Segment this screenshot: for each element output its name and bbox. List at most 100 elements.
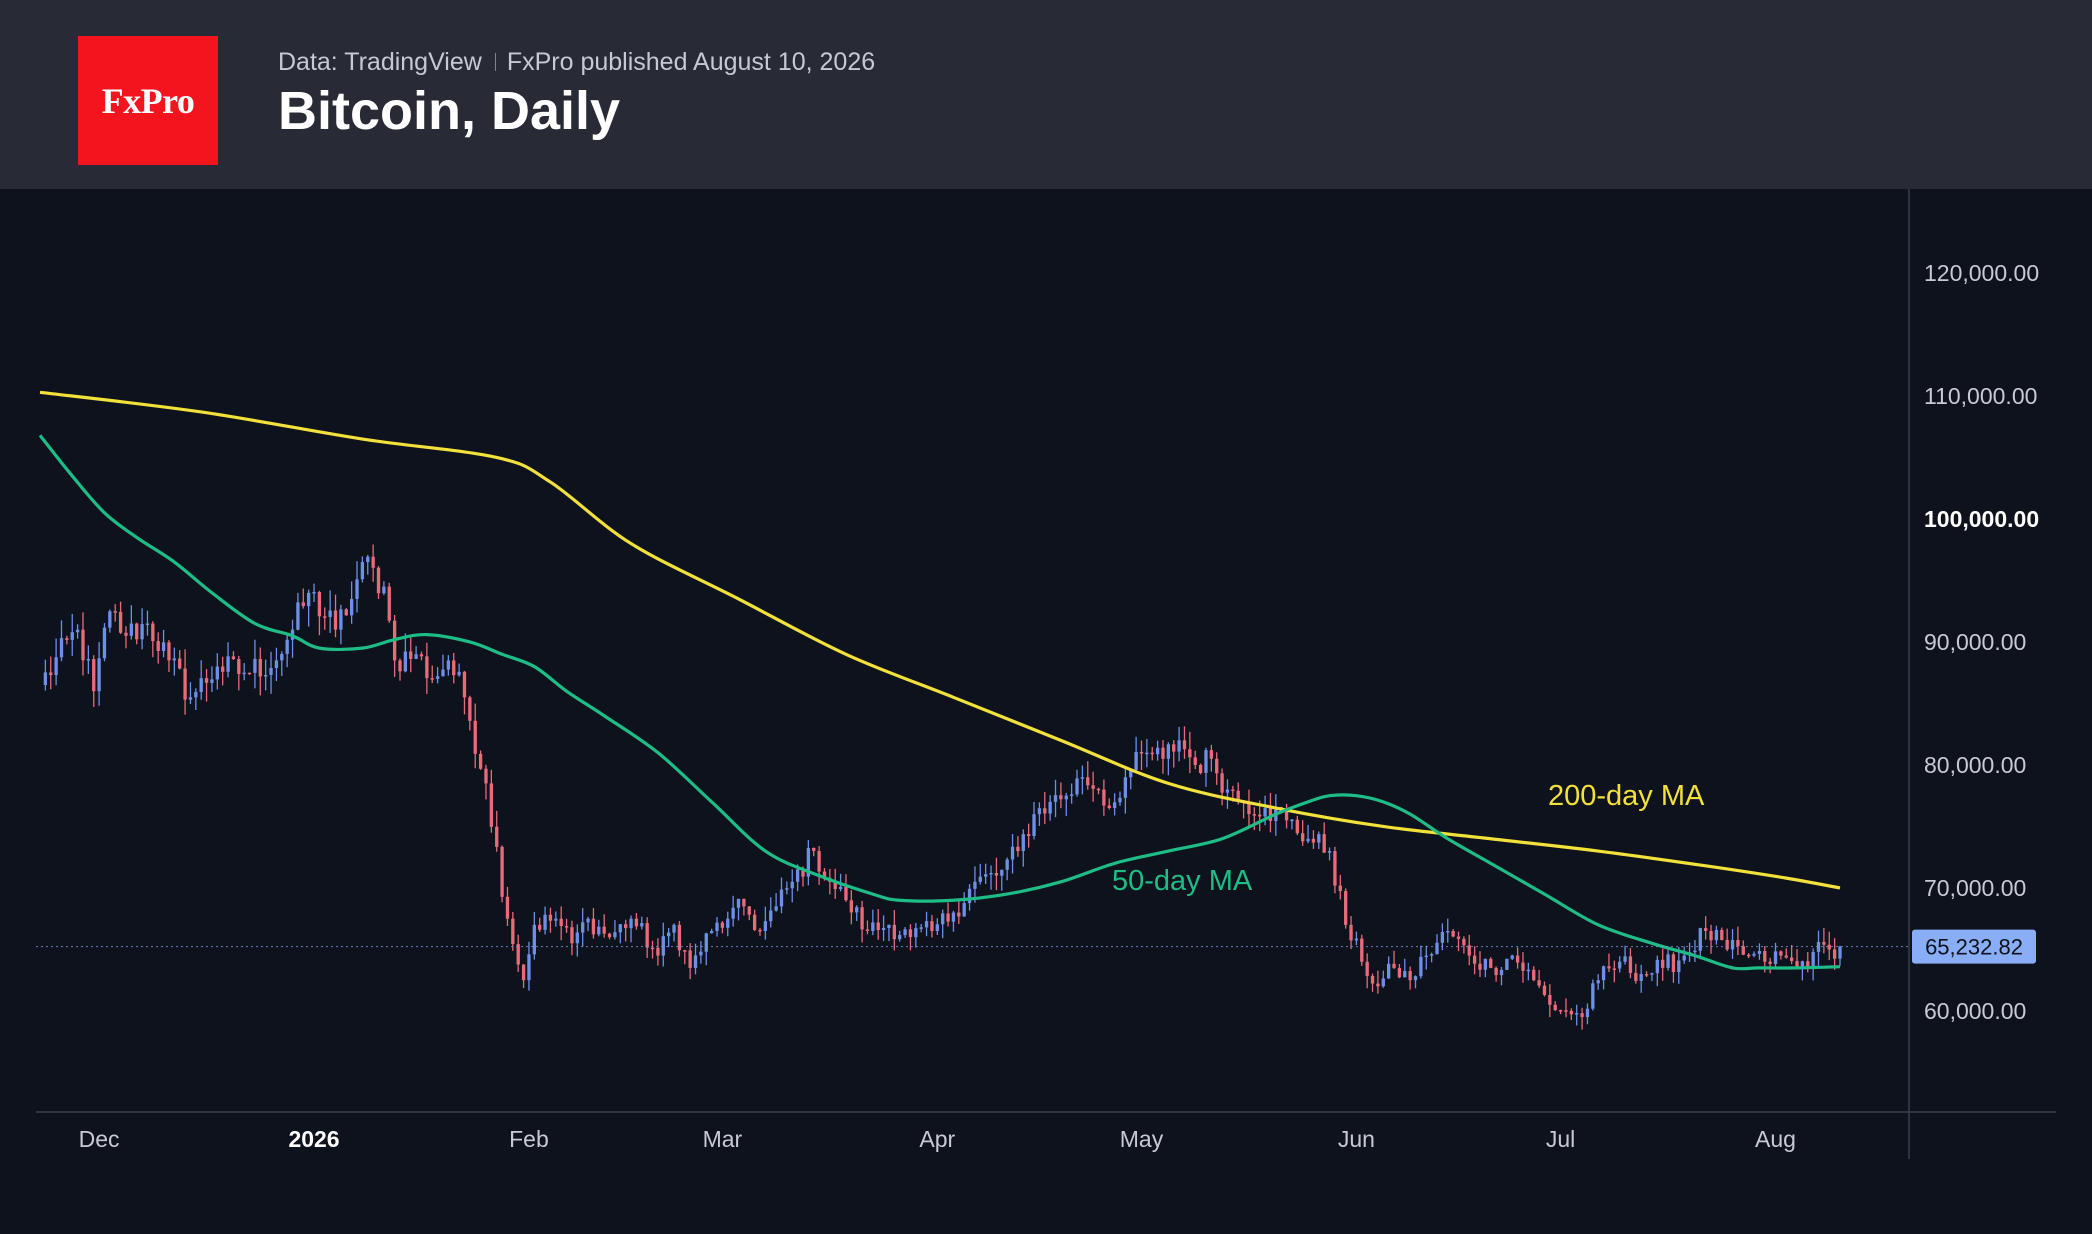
candle-body [274, 660, 279, 669]
candle-body [495, 826, 499, 847]
candle-body [366, 556, 370, 563]
candle-body [1558, 1010, 1563, 1012]
candle-body [1644, 974, 1649, 976]
candle-body [645, 923, 649, 948]
candle-body [758, 929, 762, 932]
candle-body [527, 954, 531, 981]
candle-body [871, 922, 875, 931]
candle-body [1392, 963, 1396, 968]
candle-body [559, 918, 563, 927]
candle-body [113, 611, 117, 613]
candle-body [1709, 930, 1713, 941]
candle-body [1650, 973, 1654, 975]
candle-body [204, 678, 209, 683]
candle-body [1086, 777, 1090, 786]
candle-body [242, 672, 246, 675]
candle-body [650, 947, 655, 950]
candle-body [1344, 891, 1348, 925]
candle-body [624, 924, 628, 929]
candle-body [881, 927, 886, 931]
candlestick-chart[interactable]: 120,000.00 110,000.00 100,000.00 90,000.00 8… [0, 189, 2092, 1234]
candle-body [269, 668, 273, 675]
candle-body [1048, 801, 1052, 814]
candle-body [1333, 851, 1337, 886]
candle-body [586, 918, 590, 923]
candle-body [210, 679, 214, 683]
y-tick-label: 90,000.00 [1924, 629, 2026, 655]
candle-body [629, 918, 633, 929]
candle-body [1736, 940, 1740, 947]
candle-body [1069, 794, 1074, 796]
candle-body [231, 656, 236, 660]
candle-body [178, 658, 182, 669]
candle-body [1655, 959, 1659, 974]
candle-body [1053, 795, 1058, 802]
candle-body [1456, 936, 1461, 939]
candle-body [1693, 950, 1697, 953]
candle-body [49, 672, 53, 676]
candle-body [618, 924, 622, 933]
candle-body [957, 912, 961, 917]
candle-body [1338, 885, 1342, 892]
candle-body [1037, 808, 1042, 815]
candle-body [1091, 785, 1095, 789]
candle-body [1064, 795, 1068, 800]
candle-body [736, 898, 741, 908]
candle-body [994, 872, 999, 876]
candle-body [1059, 795, 1063, 800]
separator [494, 53, 496, 71]
candle-body [1107, 805, 1111, 809]
candle-body [1118, 797, 1122, 803]
candle-body [1182, 740, 1187, 750]
candle-body [919, 927, 923, 929]
candle-body [371, 556, 375, 568]
candle-body [1381, 978, 1385, 987]
candle-body [468, 697, 472, 721]
candle-body [1010, 846, 1015, 860]
candle-body [704, 933, 708, 952]
candle-body [1763, 950, 1767, 962]
candle-body [984, 874, 988, 877]
ma-50-label: 50-day MA [1112, 865, 1253, 897]
candle-body [844, 886, 848, 901]
candle-body [1591, 983, 1595, 1009]
candle-body [1580, 1013, 1584, 1018]
x-tick-label: Dec [79, 1126, 120, 1152]
candle-body [1322, 834, 1326, 853]
candle-body [806, 847, 811, 877]
candle-body [731, 907, 735, 919]
candle-body [613, 932, 617, 938]
candle-body [1795, 961, 1799, 968]
candle-body [1499, 969, 1504, 976]
candle-body [118, 611, 123, 633]
candle-body [317, 591, 322, 617]
candle-body [1177, 740, 1181, 752]
candle-body [1741, 946, 1745, 955]
candle-body [860, 907, 864, 930]
candle-body [1403, 971, 1407, 978]
candle-body [387, 586, 391, 621]
candle-body [1601, 966, 1606, 981]
y-tick-label: 110,000.00 [1924, 383, 2037, 409]
candle-body [1290, 819, 1294, 822]
candle-body [989, 872, 993, 875]
candle-body [1112, 802, 1117, 809]
candle-body [575, 932, 579, 944]
candle-body [1537, 980, 1541, 986]
candle-body [1215, 758, 1219, 774]
candle-body [1446, 930, 1450, 933]
candle-body [1789, 957, 1794, 962]
candle-body [887, 924, 891, 928]
logo-text: FxPro [101, 80, 195, 121]
candle-body [478, 753, 483, 769]
candle-body [564, 926, 569, 928]
candle-body [1129, 769, 1133, 778]
candle-body [1043, 808, 1047, 814]
candle-body [1838, 946, 1842, 959]
y-tick-label: 80,000.00 [1924, 752, 2026, 778]
x-tick-label: 2026 [288, 1126, 339, 1152]
candle-body [1005, 859, 1009, 870]
candle-body [1827, 944, 1831, 950]
candle-body [935, 924, 939, 931]
candle-body [774, 906, 778, 911]
